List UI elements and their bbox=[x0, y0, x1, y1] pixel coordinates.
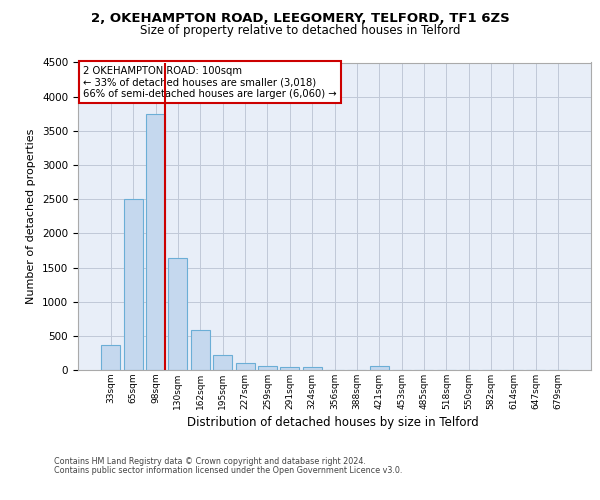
Bar bbox=[236, 363, 254, 370]
Text: 2 OKEHAMPTON ROAD: 100sqm
← 33% of detached houses are smaller (3,018)
66% of se: 2 OKEHAMPTON ROAD: 100sqm ← 33% of detac… bbox=[83, 66, 337, 99]
Bar bbox=[191, 330, 210, 370]
Bar bbox=[169, 258, 187, 370]
Bar bbox=[146, 114, 165, 370]
Bar bbox=[280, 368, 299, 370]
Text: 2, OKEHAMPTON ROAD, LEEGOMERY, TELFORD, TF1 6ZS: 2, OKEHAMPTON ROAD, LEEGOMERY, TELFORD, … bbox=[91, 12, 509, 26]
Y-axis label: Number of detached properties: Number of detached properties bbox=[26, 128, 37, 304]
Bar bbox=[213, 355, 232, 370]
Text: Size of property relative to detached houses in Telford: Size of property relative to detached ho… bbox=[140, 24, 460, 37]
Bar bbox=[124, 199, 143, 370]
Text: Contains public sector information licensed under the Open Government Licence v3: Contains public sector information licen… bbox=[54, 466, 403, 475]
Bar bbox=[302, 368, 322, 370]
Text: Contains HM Land Registry data © Crown copyright and database right 2024.: Contains HM Land Registry data © Crown c… bbox=[54, 457, 366, 466]
Bar bbox=[370, 366, 389, 370]
Text: Distribution of detached houses by size in Telford: Distribution of detached houses by size … bbox=[187, 416, 479, 429]
Bar bbox=[101, 344, 121, 370]
Bar bbox=[258, 366, 277, 370]
